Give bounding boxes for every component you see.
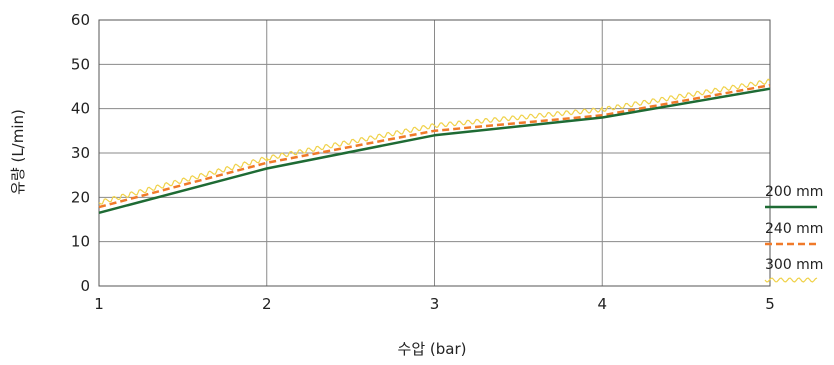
y-tick-label: 20 — [71, 188, 90, 206]
legend: 200 mm 240 mm 300 mm — [764, 184, 823, 283]
y-tick-label: 50 — [71, 55, 90, 73]
legend-swatch — [764, 277, 818, 283]
y-tick-label: 0 — [80, 277, 90, 295]
plot-frame — [98, 19, 771, 287]
x-tick-label: 2 — [262, 295, 272, 313]
x-axis-title: 수압 (bar) — [398, 340, 467, 358]
series-line-240mm — [98, 83, 771, 209]
x-tick-label: 3 — [430, 295, 440, 313]
legend-label: 300 mm — [765, 257, 823, 273]
x-tick-label: 5 — [765, 295, 775, 313]
legend-label: 240 mm — [765, 221, 823, 237]
y-axis-title: 유량 (L/min) — [9, 109, 27, 195]
series-line-300mm — [98, 78, 771, 205]
y-tick-label: 40 — [71, 100, 90, 118]
grid — [98, 19, 771, 287]
series-line-200mm — [98, 87, 771, 215]
x-tick-label: 1 — [94, 295, 104, 313]
legend-label: 200 mm — [765, 184, 823, 200]
y-tick-label: 60 — [71, 11, 90, 29]
y-tick-label: 30 — [71, 144, 90, 162]
series-layer — [98, 78, 771, 215]
y-tick-label: 10 — [71, 233, 90, 251]
x-tick-labels: 1 2 3 4 5 — [94, 295, 775, 313]
y-tick-labels: 0 10 20 30 40 50 60 — [71, 11, 90, 295]
x-tick-label: 4 — [597, 295, 607, 313]
